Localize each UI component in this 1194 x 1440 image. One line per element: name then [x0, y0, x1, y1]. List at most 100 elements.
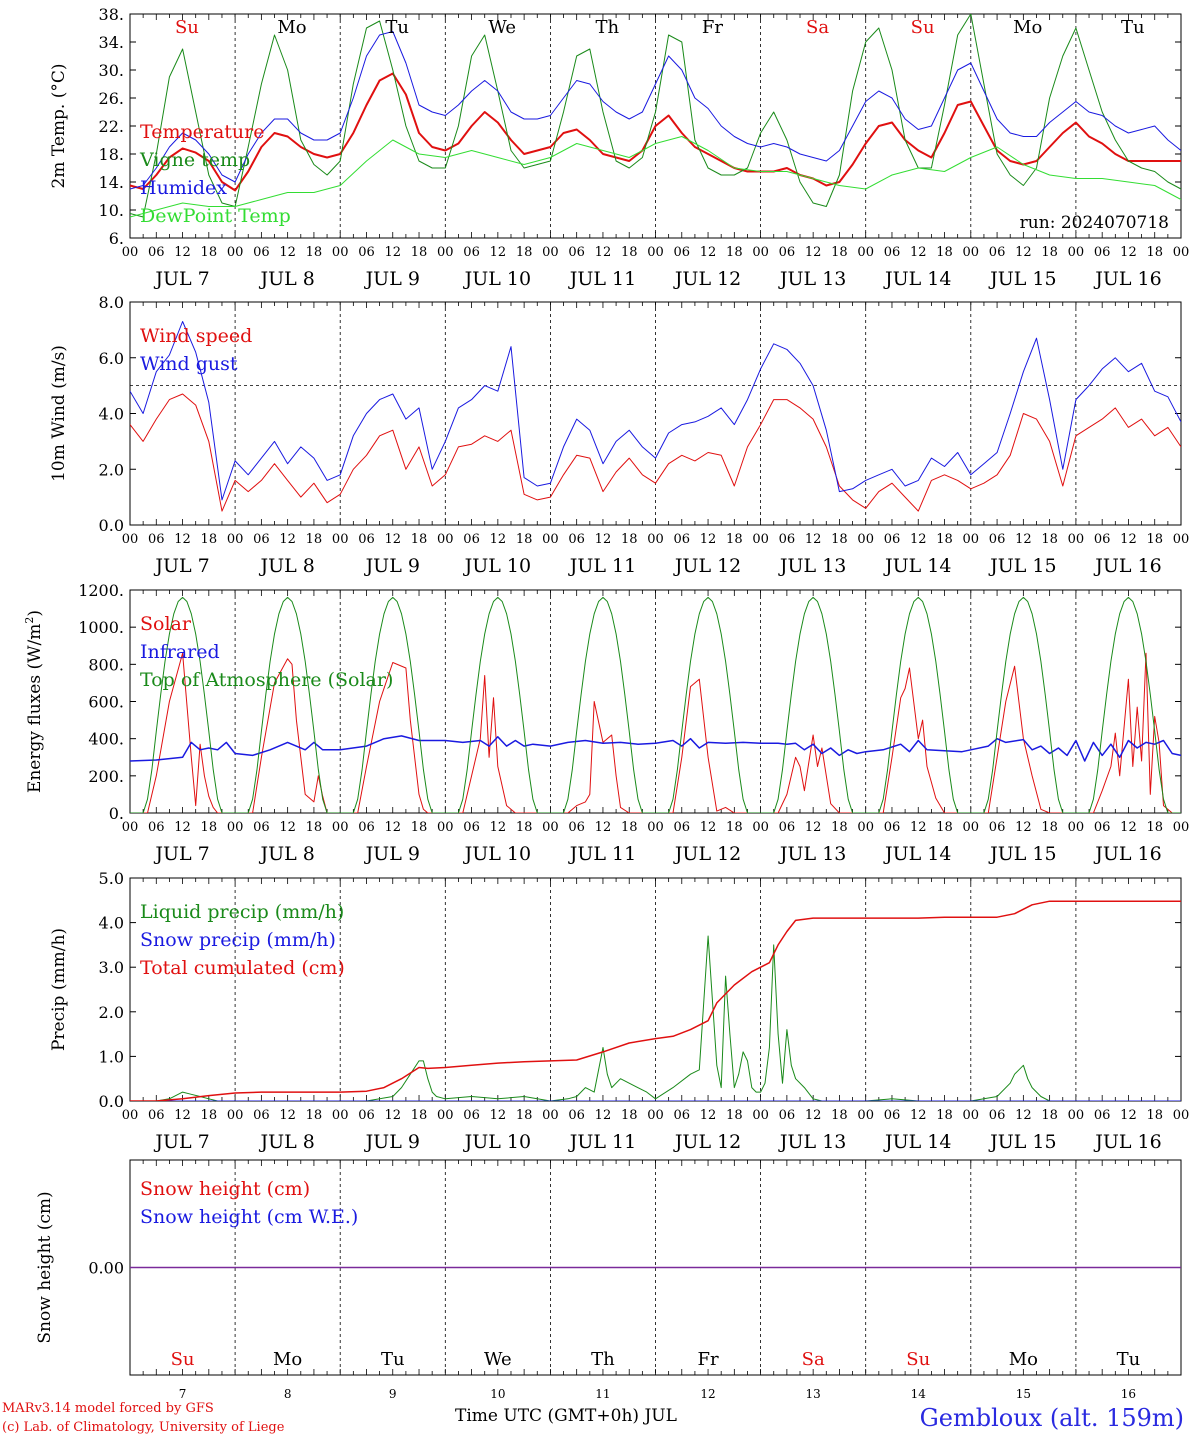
- hour-label: 18: [516, 245, 533, 260]
- hour-label: 06: [989, 532, 1006, 547]
- day-number: 16: [1121, 1387, 1136, 1401]
- day-number: 11: [595, 1387, 610, 1401]
- hour-label: 06: [674, 245, 691, 260]
- hour-label: 06: [148, 532, 165, 547]
- date-label: JUL 11: [568, 555, 636, 577]
- y-tick-label: 4.0: [99, 405, 124, 424]
- hour-label: 00: [227, 1108, 244, 1123]
- y-tick-label: 18.: [99, 145, 124, 164]
- hour-label: 00: [332, 532, 349, 547]
- hour-label: 12: [279, 245, 296, 260]
- hour-label: 06: [253, 1108, 270, 1123]
- y-tick-label: 2.0: [99, 1003, 124, 1022]
- date-label: JUL 8: [258, 1131, 314, 1153]
- y-tick-label: 400.: [88, 730, 124, 749]
- hour-label: 00: [857, 820, 874, 835]
- legend-entry: Total cumulated (cm): [140, 957, 345, 979]
- hour-label: 12: [595, 1108, 612, 1123]
- hour-label: 00: [227, 245, 244, 260]
- date-label: JUL 8: [258, 268, 314, 290]
- date-label: JUL 13: [778, 555, 846, 577]
- y-tick-label: 0.: [109, 804, 124, 823]
- hour-label: 12: [910, 245, 927, 260]
- weekday-label: Fr: [702, 17, 723, 38]
- x-axis-title: Time UTC (GMT+0h) JUL: [455, 1406, 677, 1426]
- y-tick-label: 0.00: [88, 1259, 124, 1278]
- date-label: JUL 8: [258, 555, 314, 577]
- hour-label: 18: [831, 1108, 848, 1123]
- hour-label: 12: [1015, 820, 1032, 835]
- series-line: [130, 136, 1181, 218]
- hour-label: 00: [647, 532, 664, 547]
- hour-label: 12: [384, 1108, 401, 1123]
- date-label: JUL 7: [153, 268, 209, 290]
- series-line: [130, 393, 1181, 512]
- hour-label: 12: [1015, 532, 1032, 547]
- hour-label: 00: [1068, 532, 1085, 547]
- day-number: 7: [179, 1387, 187, 1401]
- date-label: JUL 14: [883, 555, 951, 577]
- legend-entry: Infrared: [140, 641, 220, 663]
- hour-label: 06: [884, 820, 901, 835]
- date-label: JUL 12: [673, 555, 741, 577]
- hour-label: 12: [805, 245, 822, 260]
- hour-label: 18: [726, 820, 743, 835]
- hour-label: 18: [201, 1108, 218, 1123]
- hour-label: 18: [621, 245, 638, 260]
- hour-label: 06: [358, 245, 375, 260]
- hour-label: 06: [253, 532, 270, 547]
- hour-label: 00: [1068, 1108, 1085, 1123]
- y-tick-label: 4.0: [99, 914, 124, 933]
- hour-label: 18: [516, 820, 533, 835]
- hour-label: 12: [700, 1108, 717, 1123]
- y-tick-label: 26.: [99, 89, 124, 108]
- date-label: JUL 9: [364, 268, 420, 290]
- date-label: JUL 11: [568, 268, 636, 290]
- y-tick-label: 5.0: [99, 869, 124, 888]
- hour-label: 06: [148, 820, 165, 835]
- hour-label: 12: [910, 532, 927, 547]
- y-tick-label: 800.: [88, 655, 124, 674]
- legend-entry: Humidex: [140, 177, 227, 199]
- date-label: JUL 12: [673, 268, 741, 290]
- hour-label: 06: [1094, 1108, 1111, 1123]
- hour-label: 12: [595, 820, 612, 835]
- y-axis-label: 2m Temp. (°C): [49, 63, 69, 188]
- series-line: [130, 900, 1181, 1101]
- legend-entry: Snow precip (mm/h): [140, 929, 336, 951]
- y-tick-label: 0.0: [99, 1092, 124, 1111]
- day-number: 12: [700, 1387, 715, 1401]
- hour-label: 18: [1146, 820, 1163, 835]
- panel-frame-energy: [129, 589, 1182, 814]
- hour-label: 00: [1173, 1108, 1190, 1123]
- y-axis-label: Precip (mm/h): [49, 928, 69, 1051]
- hour-label: 18: [1146, 532, 1163, 547]
- series-line: [130, 321, 1181, 501]
- hour-label: 06: [253, 245, 270, 260]
- hour-label: 00: [647, 820, 664, 835]
- hour-label: 12: [174, 820, 191, 835]
- y-tick-label: 600.: [88, 693, 124, 712]
- y-tick-label: 14.: [99, 173, 124, 192]
- date-label: JUL 16: [1093, 843, 1161, 865]
- hour-label: 12: [910, 820, 927, 835]
- y-tick-label: 22.: [99, 117, 124, 136]
- model-credit: MARv3.14 model forced by GFS: [2, 1401, 214, 1416]
- panel-energy: 0. 200. 400. 600. 800. 1000. 1200. Energy fluxe…: [23, 581, 1189, 865]
- hour-label: 18: [726, 1108, 743, 1123]
- weekday-label: We: [488, 17, 516, 38]
- y-tick-label: 6.: [109, 229, 124, 248]
- weekday-label: Tu: [381, 1349, 405, 1370]
- date-label: JUL 9: [364, 843, 420, 865]
- y-tick-label: 1000.: [78, 618, 124, 637]
- series-line: [130, 735, 1181, 762]
- hour-label: 12: [279, 820, 296, 835]
- hour-label: 06: [884, 1108, 901, 1123]
- date-label: JUL 10: [463, 843, 531, 865]
- weekday-label: Fr: [698, 1349, 719, 1370]
- hour-label: 18: [621, 820, 638, 835]
- legend-entry: Wind gust: [140, 353, 238, 375]
- legend-entry: Vigne temp: [139, 149, 250, 171]
- hour-label: 00: [227, 820, 244, 835]
- hour-label: 06: [1094, 245, 1111, 260]
